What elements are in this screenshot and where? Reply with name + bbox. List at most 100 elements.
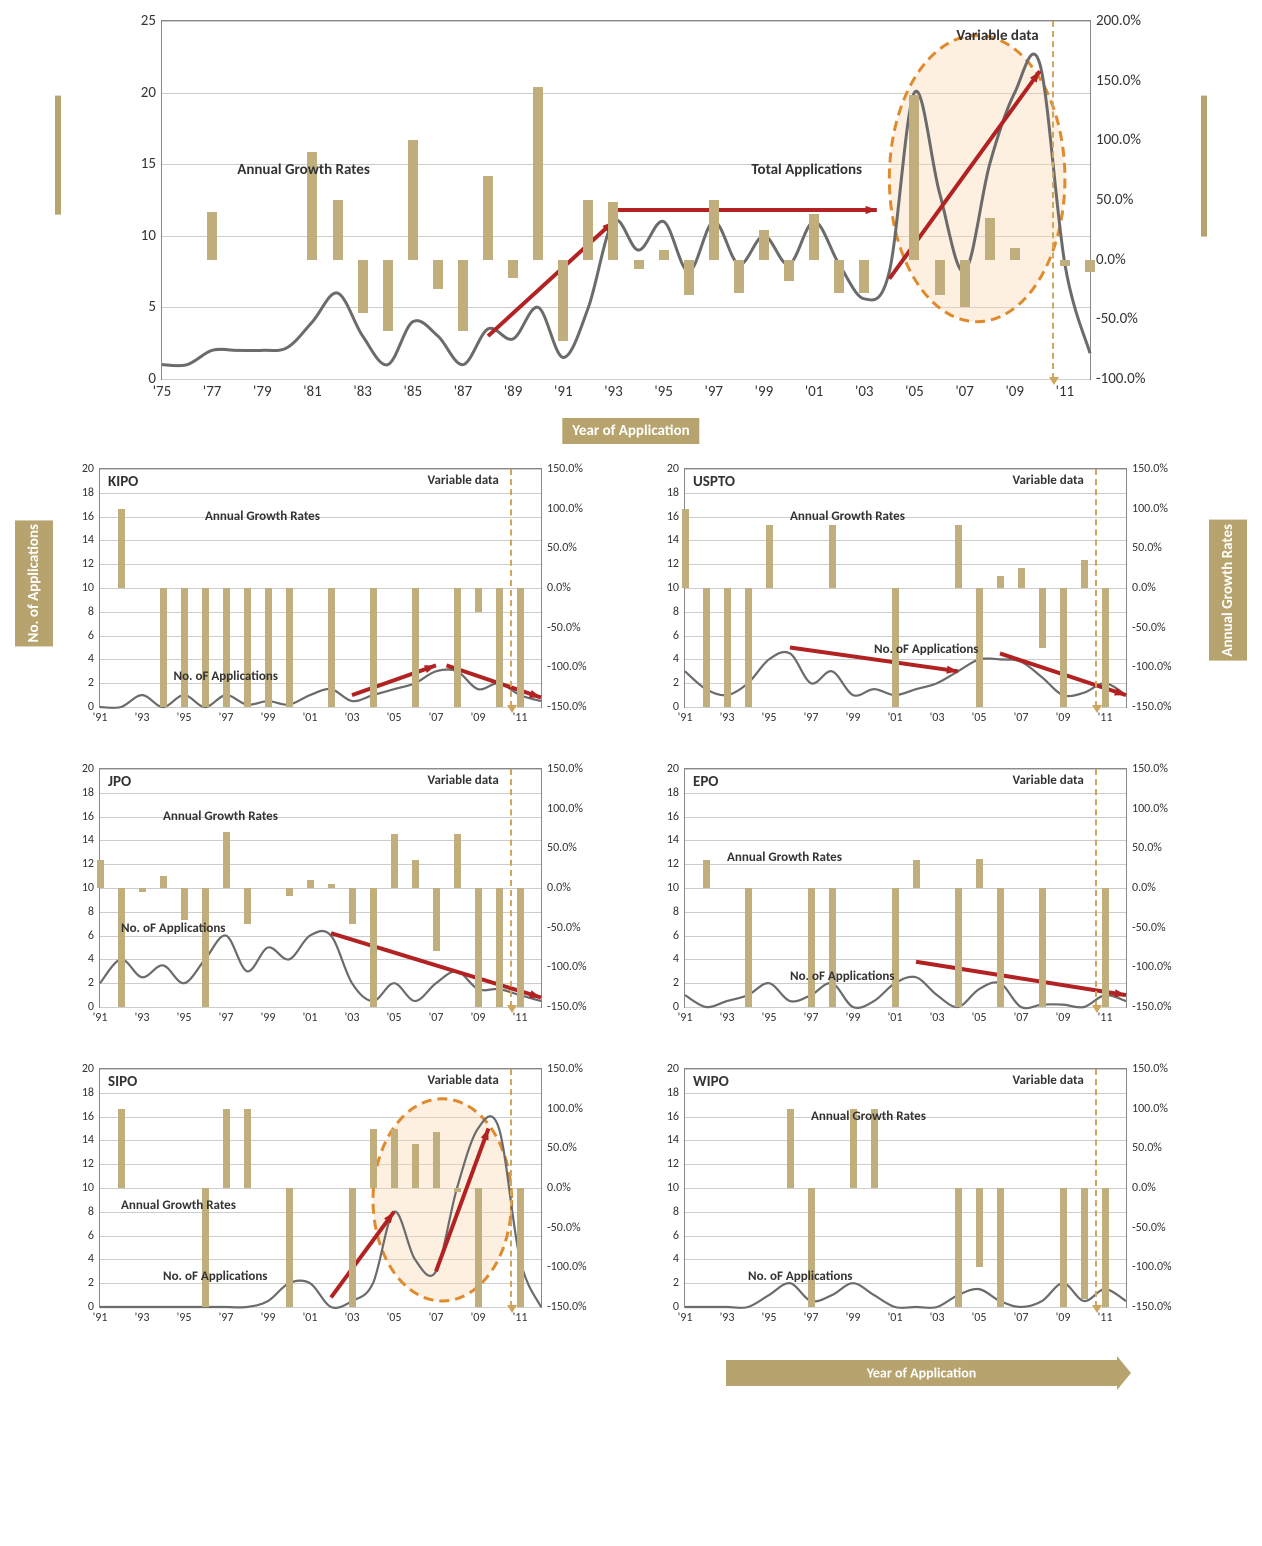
xtick: '95	[177, 1307, 192, 1325]
chart-jpo: 02468101214161820-150.0%-100.0%-50.0%0.0…	[61, 760, 616, 1040]
ytick-left: 10	[667, 1181, 685, 1195]
ytick-right: -50.0%	[1126, 1221, 1166, 1235]
plot-epo: 02468101214161820-150.0%-100.0%-50.0%0.0…	[684, 768, 1127, 1008]
growth-bar	[118, 509, 125, 588]
ytick-left: 16	[82, 1110, 100, 1124]
growth-bar	[1060, 260, 1070, 266]
growth-bar	[370, 888, 377, 1007]
variable-data-line	[1095, 769, 1097, 1007]
growth-bar	[1081, 560, 1088, 588]
growth-bar	[286, 588, 293, 707]
chart-title: USPTO	[693, 473, 735, 491]
variable-data-line	[1095, 469, 1097, 707]
growth-bar	[1102, 888, 1109, 1007]
growth-bar	[508, 260, 518, 278]
ytick-left: 5	[148, 298, 162, 316]
xtick: '05	[972, 1007, 987, 1025]
growth-bar	[483, 176, 493, 260]
ytick-right: 150.0%	[1126, 462, 1168, 476]
ytick-right: 150.0%	[541, 1062, 583, 1076]
variable-data-line	[1095, 1069, 1097, 1307]
applications-label: No. oF Applications	[790, 969, 895, 984]
variable-data-line	[510, 769, 512, 1007]
growth-bar	[703, 860, 710, 888]
growth-bar	[328, 588, 335, 707]
ytick-left: 14	[82, 533, 100, 547]
ytick-left: 20	[667, 462, 685, 476]
xtick: '93	[604, 379, 623, 401]
ytick-left: 16	[82, 810, 100, 824]
plot-sipo: 02468101214161820-150.0%-100.0%-50.0%0.0…	[99, 1068, 542, 1308]
chart-kipo: 02468101214161820-150.0%-100.0%-50.0%0.0…	[61, 460, 616, 740]
ytick-left: 4	[673, 952, 685, 966]
growth-bar	[391, 1129, 398, 1189]
ytick-right: 100.0%	[541, 1102, 583, 1116]
applications-label: Total Applications	[751, 161, 862, 179]
growth-bar	[976, 859, 983, 888]
growth-bar	[433, 888, 440, 951]
xtick: '03	[930, 1307, 945, 1325]
growth-bar	[223, 588, 230, 707]
ytick-left: 4	[88, 1252, 100, 1266]
xtick: '87	[454, 379, 473, 401]
ytick-right: 50.0%	[541, 541, 577, 555]
ytick-left: 12	[667, 857, 685, 871]
xtick: '01	[303, 1307, 318, 1325]
growth-bar	[985, 218, 995, 260]
growth-bar	[1039, 888, 1046, 1007]
growth-bar	[160, 588, 167, 707]
trend-arrow-head	[529, 690, 541, 698]
ytick-left: 18	[82, 486, 100, 500]
xtick: '89	[504, 379, 523, 401]
growth-bar	[703, 588, 710, 707]
ytick-right: 0.0%	[541, 881, 571, 895]
ytick-right: -50.0%	[541, 621, 581, 635]
xtick: '91	[678, 1307, 693, 1325]
ytick-right: 50.0%	[541, 841, 577, 855]
growth-bar	[1060, 1188, 1067, 1307]
ytick-right: 100.0%	[1090, 131, 1141, 149]
xtick: '03	[345, 1007, 360, 1025]
growth-bar	[412, 1144, 419, 1188]
xtick: '99	[846, 707, 861, 725]
ytick-right: 0.0%	[1126, 1181, 1156, 1195]
growth-bar	[244, 888, 251, 924]
xtick: '03	[855, 379, 874, 401]
xtick: '85	[404, 379, 423, 401]
ytick-left: 20	[82, 1062, 100, 1076]
growth-bar	[608, 202, 618, 259]
growth-bar	[1085, 260, 1095, 272]
growth-bar	[383, 260, 393, 332]
growth-bar	[328, 884, 335, 888]
ytick-right: -50.0%	[1090, 310, 1138, 328]
ytick-right: 150.0%	[1126, 762, 1168, 776]
xtick: '05	[387, 1007, 402, 1025]
growth-bar	[808, 1188, 815, 1307]
xtick: '79	[253, 379, 272, 401]
trend-arrow-head	[529, 990, 541, 998]
applications-label: No. oF Applications	[121, 921, 226, 936]
growth-bar	[408, 140, 418, 259]
ytick-left: 12	[667, 1157, 685, 1171]
chart-uspto: 02468101214161820-150.0%-100.0%-50.0%0.0…	[646, 460, 1201, 740]
growth-bar	[1060, 588, 1067, 707]
chart-title: JPO	[108, 773, 131, 791]
variable-data-label: Variable data	[428, 1073, 499, 1088]
growth-bar	[533, 87, 543, 260]
variable-data-label: Variable data	[1013, 1073, 1084, 1088]
ytick-left: 12	[82, 1157, 100, 1171]
growth-bar	[997, 888, 1004, 1007]
ytick-left: 18	[82, 1086, 100, 1100]
xtick: '07	[955, 379, 974, 401]
growth-bar	[517, 888, 524, 1007]
applications-label: No. oF Applications	[174, 669, 279, 684]
growth-bar	[709, 200, 719, 260]
xtick: '91	[554, 379, 573, 401]
ytick-right: -100.0%	[1126, 660, 1172, 674]
ytick-right: 50.0%	[1126, 841, 1162, 855]
xtick: '09	[471, 1307, 486, 1325]
xtick: '07	[429, 1307, 444, 1325]
chart-title: SIPO	[108, 1073, 137, 1091]
applications-label: No. oF Applications	[163, 1269, 268, 1284]
growth-bar	[286, 888, 293, 896]
